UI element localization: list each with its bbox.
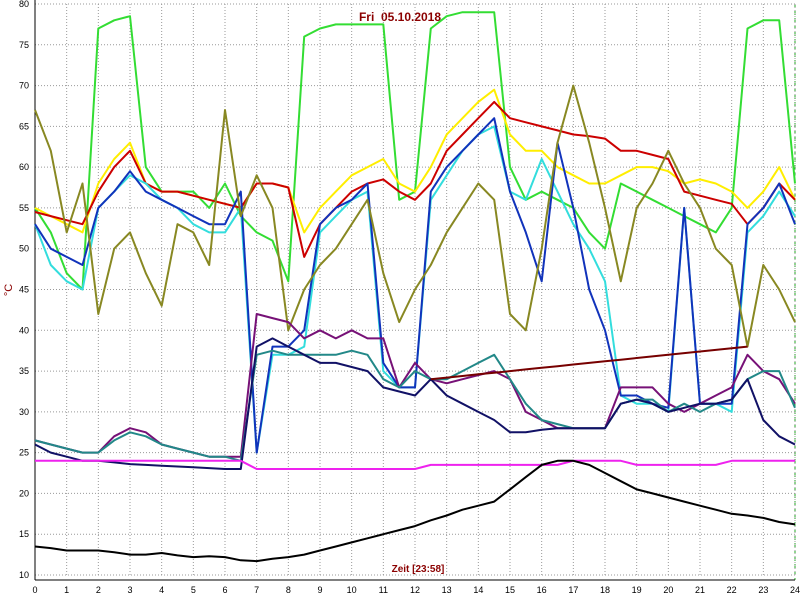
y-tick-label: 45 xyxy=(19,285,29,295)
x-tick-label: 22 xyxy=(727,585,737,595)
y-tick-label: 15 xyxy=(19,529,29,539)
series-line xyxy=(34,459,796,563)
x-tick-label: 24 xyxy=(790,585,800,595)
y-tick-label: 70 xyxy=(19,81,29,91)
x-tick-label: 8 xyxy=(286,585,291,595)
x-tick-label: 16 xyxy=(537,585,547,595)
series-line xyxy=(35,459,795,470)
x-tick-label: 15 xyxy=(505,585,515,595)
y-tick-label: 20 xyxy=(19,488,29,498)
chart-title: Fri 05.10.2018 xyxy=(359,10,441,24)
x-tick-label: 5 xyxy=(191,585,196,595)
y-axis-label: °C xyxy=(3,284,15,296)
x-tick-label: 19 xyxy=(632,585,642,595)
x-tick-label: 20 xyxy=(663,585,673,595)
x-tick-label: 6 xyxy=(222,585,227,595)
x-axis-label: Zeit [23:58] xyxy=(392,564,445,575)
x-tick-label: 10 xyxy=(347,585,357,595)
y-tick-label: 55 xyxy=(19,203,29,213)
y-tick-label: 40 xyxy=(19,325,29,335)
x-tick-label: 1 xyxy=(64,585,69,595)
x-tick-label: 11 xyxy=(379,585,388,595)
series-line xyxy=(34,117,796,454)
y-tick-label: 60 xyxy=(19,162,29,172)
x-tick-label: 4 xyxy=(159,585,164,595)
x-tick-label: 3 xyxy=(127,585,132,595)
x-tick-label: 21 xyxy=(695,585,705,595)
y-tick-label: 30 xyxy=(19,407,29,417)
series-line xyxy=(34,100,796,258)
series-line xyxy=(34,84,796,348)
y-tick-label: 25 xyxy=(19,448,29,458)
x-tick-label: 12 xyxy=(410,585,420,595)
y-tick-label: 35 xyxy=(19,366,29,376)
x-tick-label: 23 xyxy=(758,585,768,595)
y-tick-label: 80 xyxy=(19,0,29,9)
x-tick-label: 18 xyxy=(600,585,610,595)
y-tick-label: 50 xyxy=(19,244,29,254)
y-tick-label: 65 xyxy=(19,121,29,131)
series-line xyxy=(430,345,748,381)
series-line xyxy=(34,88,796,234)
y-tick-label: 10 xyxy=(19,570,29,580)
x-tick-label: 0 xyxy=(32,585,37,595)
x-tick-label: 9 xyxy=(317,585,322,595)
x-tick-label: 17 xyxy=(568,585,578,595)
x-tick-label: 13 xyxy=(442,585,452,595)
x-tick-label: 14 xyxy=(473,585,483,595)
x-tick-label: 7 xyxy=(254,585,259,595)
series-line xyxy=(34,337,796,470)
x-tick-label: 2 xyxy=(96,585,101,595)
grid xyxy=(34,3,796,576)
y-tick-label: 75 xyxy=(19,40,29,50)
